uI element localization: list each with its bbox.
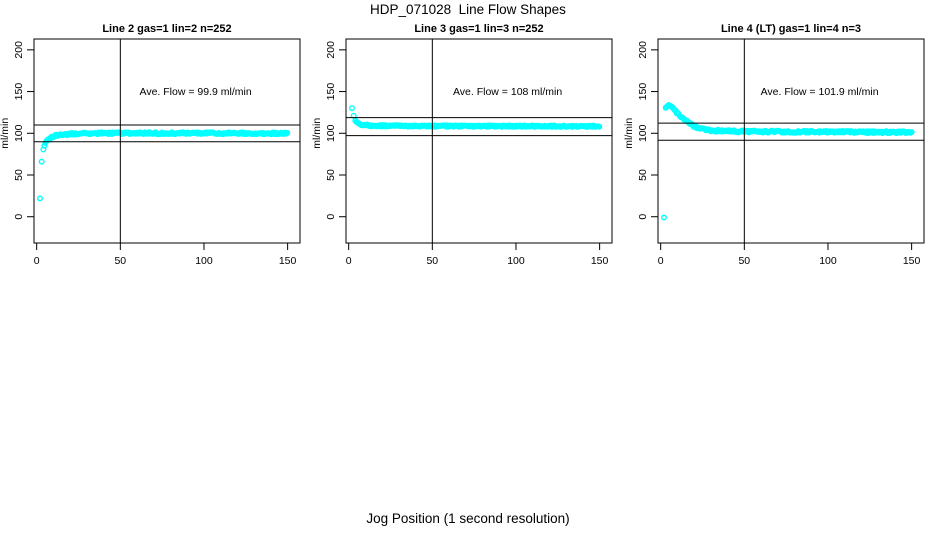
x-tick-label: 100 <box>195 255 213 267</box>
y-tick-label: 50 <box>637 169 649 181</box>
reference-lines <box>346 39 612 243</box>
x-tick-label: 150 <box>279 255 297 267</box>
plot-box <box>657 38 925 244</box>
y-axis: 0 50 100 150 200 ml/min <box>624 41 658 220</box>
y-tick-label: 200 <box>13 41 25 59</box>
data-point <box>596 123 603 130</box>
x-tick-label: 150 <box>591 255 609 267</box>
y-tick-label: 100 <box>637 124 649 142</box>
x-tick-label: 0 <box>346 255 352 267</box>
reference-lines <box>34 39 300 243</box>
y-axis: 0 50 100 150 200 ml/min <box>312 41 346 220</box>
data-point <box>38 158 45 165</box>
ave-flow-annotation: Ave. Flow = 99.9 ml/min <box>140 86 252 98</box>
y-tick-label: 50 <box>325 169 337 181</box>
y-tick-label: 100 <box>325 124 337 142</box>
data-series <box>349 105 603 130</box>
flow-chart-line4: 0 50 100 150 200 ml/min 0 50 100 150 Line 4 (LT) g… <box>624 23 925 267</box>
x-tick-label: 0 <box>34 255 40 267</box>
x-tick-label: 150 <box>903 255 921 267</box>
panel-title: Line 4 (LT) gas=1 lin=4 n=3 <box>721 23 861 35</box>
data-point <box>281 130 288 137</box>
y-tick-label: 150 <box>325 83 337 101</box>
y-tick-label: 0 <box>325 214 337 220</box>
reference-lines <box>658 39 924 243</box>
y-tick-label: 50 <box>13 169 25 181</box>
data-point <box>349 105 356 112</box>
ave-flow-annotation: Ave. Flow = 108 ml/min <box>453 86 562 98</box>
panel-title: Line 3 gas=1 lin=3 n=252 <box>414 23 543 35</box>
x-tick-label: 100 <box>819 255 837 267</box>
panel-title: Line 2 gas=1 lin=2 n=252 <box>102 23 231 35</box>
data-series <box>37 129 291 202</box>
y-tick-label: 150 <box>637 83 649 101</box>
y-axis-title: ml/min <box>0 118 11 149</box>
x-tick-label: 50 <box>114 255 126 267</box>
flow-chart-line2: 0 50 100 150 200 ml/min 0 50 100 150 Line 2 gas=1 … <box>0 23 301 267</box>
x-tick-label: 50 <box>426 255 438 267</box>
y-tick-label: 100 <box>13 124 25 142</box>
y-tick-label: 0 <box>13 214 25 220</box>
plot-box <box>33 38 301 244</box>
data-series <box>661 102 915 221</box>
flow-chart-line3: 0 50 100 150 200 ml/min 0 50 100 150 Line 3 gas=1 … <box>312 23 613 267</box>
data-point <box>908 129 915 136</box>
x-axis: 0 50 100 150 <box>658 243 921 267</box>
y-axis-title: ml/min <box>624 118 635 149</box>
data-point <box>37 195 44 202</box>
y-axis-title: ml/min <box>312 118 323 149</box>
x-axis: 0 50 100 150 <box>34 243 297 267</box>
ave-flow-annotation: Ave. Flow = 101.9 ml/min <box>761 86 879 98</box>
main-title: HDP_071028 Line Flow Shapes <box>370 2 566 17</box>
x-axis: 0 50 100 150 <box>346 243 609 267</box>
plot-box <box>345 38 613 244</box>
x-tick-label: 100 <box>507 255 525 267</box>
data-point <box>284 129 291 136</box>
x-axis-label: Jog Position (1 second resolution) <box>366 511 570 526</box>
y-tick-label: 200 <box>637 41 649 59</box>
y-tick-label: 200 <box>325 41 337 59</box>
x-tick-label: 0 <box>658 255 664 267</box>
y-axis: 0 50 100 150 200 ml/min <box>0 41 34 220</box>
data-point <box>41 142 48 149</box>
x-tick-label: 50 <box>738 255 750 267</box>
data-point <box>661 214 668 221</box>
y-tick-label: 0 <box>637 214 649 220</box>
y-tick-label: 150 <box>13 83 25 101</box>
